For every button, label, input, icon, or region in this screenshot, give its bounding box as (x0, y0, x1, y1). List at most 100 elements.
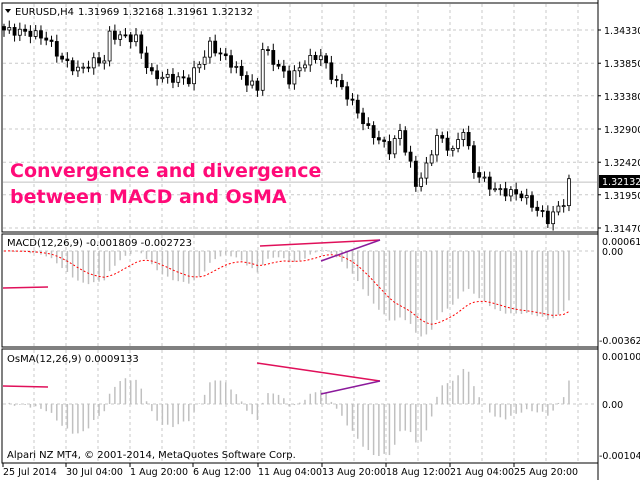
candle-bear (403, 130, 408, 153)
candle-bull (450, 148, 455, 151)
candle-bear (49, 39, 54, 42)
osma-scale-top: 0.001006 (602, 352, 640, 363)
candle-bear (313, 55, 318, 61)
candle-bull (318, 55, 323, 61)
candle-bear (186, 77, 191, 85)
candle-bull (192, 67, 196, 85)
candle-bear (376, 137, 381, 141)
candle-bull (260, 49, 265, 91)
candle-bull (202, 56, 207, 65)
annotation-line1: Convergence and divergence (10, 160, 321, 182)
candle-bear (12, 27, 17, 36)
osma-scale-bottom: -0.001041 (599, 451, 640, 462)
candle-bear (540, 210, 545, 212)
candle-bull (498, 188, 503, 191)
time-label: 11 Aug 04:00 (258, 467, 322, 478)
candle-bear (149, 67, 154, 72)
candle-bear (472, 145, 476, 173)
candle-bear (218, 52, 223, 55)
osma-indicator (8, 368, 570, 456)
candle-bull (429, 154, 434, 164)
candle-bear (60, 55, 64, 60)
time-label: 30 Jul 04:00 (66, 467, 123, 478)
macd-indicator (3, 250, 570, 337)
price-scale-label: 1.32900 (604, 125, 640, 136)
osma-line-top (256, 362, 381, 382)
osma-line-left (2, 385, 49, 388)
candle-bull (424, 162, 429, 179)
candle-bear (2, 26, 6, 31)
candle-bull (508, 189, 513, 197)
osma-line-purple (320, 380, 381, 395)
candle-bull (303, 64, 307, 69)
time-label: 25 Aug 20:00 (514, 467, 578, 478)
candle-bear (276, 63, 281, 67)
macd-scale-top: 0.000616 (602, 237, 640, 248)
candle-bear (361, 112, 365, 125)
candle-bear (86, 66, 91, 69)
candle-bull (456, 139, 460, 149)
candle-bull (176, 76, 181, 83)
candle-bear (139, 34, 144, 54)
candle-bull (76, 66, 80, 72)
candle-bull (398, 130, 402, 139)
candle-bear (44, 37, 49, 41)
price-scale[interactable]: 1.34330 1.33850 1.33380 1.32900 1.32420 1.319… (598, 26, 640, 235)
dropdown-triangle-icon[interactable] (5, 9, 11, 13)
candle-bull (551, 211, 556, 225)
candle-bear (466, 132, 471, 147)
candle-bear (97, 57, 101, 64)
candle-bull (234, 65, 239, 68)
candle-bear (514, 189, 519, 195)
candle-bear (535, 206, 540, 211)
candle-bull (567, 178, 571, 207)
price-scale-label: 1.33850 (604, 59, 640, 70)
osma-label: OsMA(12,26,9) 0.0009133 (7, 354, 139, 365)
candle-bear (345, 86, 350, 100)
symbol-label: EURUSD,H4 (15, 7, 74, 18)
candle-bull (165, 73, 170, 78)
candle-bear (271, 50, 276, 65)
candle-bear (223, 53, 228, 57)
candle-bear (281, 65, 286, 72)
candle-bear (387, 141, 392, 155)
candle-bull (160, 76, 165, 80)
candle-bull (208, 40, 212, 58)
candle-bear (181, 76, 186, 79)
candle-bull (524, 195, 529, 199)
macd-scale-bottom: -0.003625 (599, 336, 640, 347)
annotation-line2: between MACD and OsMA (10, 186, 287, 208)
time-label: 25 Jul 2014 (3, 467, 57, 478)
divergence-lines (2, 239, 381, 395)
candle-bear (440, 135, 445, 139)
candle-bull (435, 135, 439, 156)
candle-bear (287, 70, 292, 85)
candle-bull (197, 63, 202, 69)
time-label: 13 Aug 20:00 (322, 467, 386, 478)
candle-bear (545, 210, 550, 225)
time-label: 6 Aug 12:00 (193, 467, 251, 478)
candle-bear (413, 160, 418, 187)
candle-bear (23, 28, 28, 32)
macd-line-purple (320, 239, 381, 262)
price-scale-label: 1.33380 (604, 92, 640, 103)
price-scale-label: 1.34330 (604, 26, 640, 37)
candle-bull (91, 57, 96, 69)
candle-bear (355, 99, 360, 114)
candle-bear (255, 80, 260, 91)
candle-bear (171, 73, 175, 83)
candle-bull (7, 27, 12, 31)
price-scale-label: 1.31470 (604, 224, 640, 235)
candle-bull (493, 188, 497, 191)
candle-bull (250, 80, 255, 86)
osma-scale-zero: 0.00 (602, 400, 623, 411)
candle-bear (530, 195, 534, 208)
candle-bear (340, 80, 344, 88)
candle-bull (561, 205, 566, 208)
candle-bull (392, 138, 397, 155)
candle-bear (112, 30, 117, 40)
candle-bull (107, 30, 112, 62)
macd-scale-zero: 0.00 (602, 247, 623, 258)
macd-line-left (2, 286, 49, 289)
